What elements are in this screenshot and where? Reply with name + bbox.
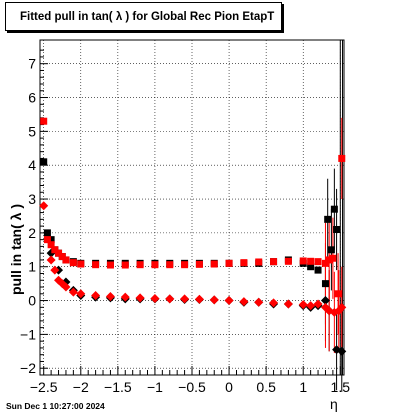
- data-point-diamond: [165, 294, 175, 304]
- data-point-square: [69, 259, 77, 267]
- data-point-square: [210, 260, 218, 268]
- data-point-square: [43, 236, 51, 244]
- data-point-square: [195, 260, 203, 268]
- data-point-square: [121, 261, 129, 269]
- data-point-diamond: [337, 346, 347, 356]
- data-point-square: [314, 258, 322, 266]
- data-point-diamond: [39, 201, 49, 211]
- data-point-square: [324, 215, 332, 223]
- data-point-square: [40, 158, 48, 166]
- data-point-diamond: [150, 294, 160, 304]
- x-tick-label: 1: [299, 379, 307, 395]
- chart-title: Fitted pull in tan( λ ) for Global Rec P…: [5, 2, 282, 31]
- data-point-square: [47, 236, 55, 244]
- data-point-square: [40, 117, 48, 125]
- data-point-square: [225, 259, 233, 267]
- data-point-square: [314, 266, 322, 274]
- data-point-diamond: [298, 300, 308, 310]
- data-point-square: [334, 290, 342, 298]
- y-tick-label: 7: [28, 56, 36, 72]
- data-point-diamond: [269, 298, 279, 308]
- x-tick-label: 0: [225, 379, 233, 395]
- data-point-square: [255, 258, 263, 266]
- data-point-diamond: [120, 292, 130, 302]
- data-point-diamond: [306, 301, 316, 311]
- data-point-diamond: [320, 296, 330, 306]
- data-point-square: [181, 261, 189, 269]
- data-point-square: [321, 280, 329, 288]
- data-point-diamond: [194, 294, 204, 304]
- y-tick-label: −2: [20, 360, 36, 376]
- x-axis-label: η: [330, 396, 338, 412]
- x-tick-label: −1: [147, 379, 163, 395]
- data-point-diamond: [68, 287, 78, 297]
- data-point-square: [325, 256, 333, 264]
- data-point-square: [329, 254, 337, 262]
- data-point-square: [92, 261, 100, 269]
- y-tick-label: −1: [20, 326, 36, 342]
- y-tick-label: 0: [28, 293, 36, 309]
- x-tick-label: −0.5: [178, 379, 206, 395]
- data-point-square: [284, 257, 292, 265]
- data-point-diamond: [313, 299, 323, 309]
- data-point-square: [62, 256, 70, 264]
- timestamp: Sun Dec 1 10:27:00 2024: [6, 401, 105, 411]
- data-point-square: [51, 246, 59, 254]
- data-point-square: [77, 260, 85, 268]
- data-point-square: [106, 261, 114, 269]
- data-point-diamond: [337, 302, 347, 312]
- data-point-square: [333, 225, 341, 233]
- data-point-diamond: [46, 255, 56, 265]
- y-tick-label: 4: [28, 157, 36, 173]
- data-point-diamond: [224, 296, 234, 306]
- data-point-square: [307, 263, 315, 271]
- data-point-diamond: [283, 299, 293, 309]
- data-point-diamond: [180, 294, 190, 304]
- y-tick-label: 3: [28, 191, 36, 207]
- data-point-square: [136, 261, 144, 269]
- x-tick-label: −2.5: [30, 379, 58, 395]
- data-point-square: [321, 259, 329, 267]
- data-point-square: [299, 257, 307, 265]
- data-point-square: [330, 205, 338, 213]
- y-tick-label: 6: [28, 90, 36, 106]
- data-point-diamond: [76, 289, 86, 299]
- data-point-diamond: [239, 297, 249, 307]
- x-tick-label: −2: [73, 379, 89, 395]
- y-axis-label: pull in tan( λ ): [8, 204, 24, 295]
- data-point-diamond: [91, 290, 101, 300]
- data-point-diamond: [135, 293, 145, 303]
- data-point-square: [43, 229, 51, 237]
- data-point-diamond: [50, 265, 60, 275]
- data-point-square: [270, 258, 278, 266]
- data-point-square: [338, 154, 346, 162]
- y-tick-label: 2: [28, 225, 36, 241]
- data-point-square: [240, 259, 248, 267]
- data-point-diamond: [254, 297, 264, 307]
- plot-frame: [39, 39, 345, 376]
- data-point-diamond: [61, 282, 71, 292]
- data-point-diamond: [209, 295, 219, 305]
- data-point-square: [55, 249, 63, 257]
- x-tick-label: 0.5: [256, 379, 276, 395]
- data-point-square: [327, 246, 335, 254]
- x-tick-label: −1.5: [104, 379, 132, 395]
- y-tick-label: 5: [28, 123, 36, 139]
- y-tick-label: 1: [28, 259, 36, 275]
- data-point-square: [58, 253, 66, 261]
- data-point-diamond: [105, 291, 115, 301]
- x-tick-label: 1.5: [331, 379, 351, 395]
- data-point-square: [166, 261, 174, 269]
- data-point-square: [47, 241, 55, 249]
- data-point-square: [307, 257, 315, 265]
- data-point-square: [151, 261, 159, 269]
